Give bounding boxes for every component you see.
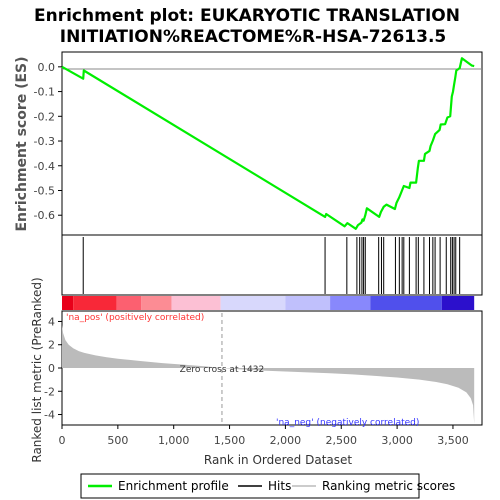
enrichment-profile-line (61, 57, 475, 230)
color-bar-segment (171, 296, 221, 310)
metric-y-tick-label: -4 (44, 409, 55, 422)
rank-x-tick-label: 3,500 (437, 434, 469, 447)
color-bar-segment (441, 296, 475, 310)
rank-x-tick-label: 1,500 (214, 434, 246, 447)
color-bar-segment (370, 296, 442, 310)
chart-title-line2: INITIATION%REACTOME%R-HSA-72613.5 (60, 27, 446, 47)
legend-label: Enrichment profile (118, 479, 229, 493)
rank-x-axis: 0 500 1,000 1,500 2,000 2,500 3,000 3,500 (59, 425, 469, 447)
es-tick-label: -0.3 (34, 135, 55, 148)
legend-label: Ranking metric scores (322, 479, 455, 493)
rank-x-tick-label: 2,000 (270, 434, 302, 447)
color-bar-segment (73, 296, 117, 310)
negative-correlation-label: 'na_neg' (negatively correlated) (276, 418, 419, 428)
positive-correlation-label: 'na_pos' (positively correlated) (66, 313, 204, 323)
es-tick-label: -0.4 (34, 160, 55, 173)
rank-x-tick-label: 1,000 (158, 434, 190, 447)
metric-y-tick-label: -2 (44, 385, 55, 398)
color-bar-segment (62, 296, 74, 310)
legend-label: Hits (268, 479, 291, 493)
metric-y-tick-label: 4 (48, 315, 55, 328)
rank-x-tick-label: 500 (107, 434, 128, 447)
es-tick-label: -0.2 (34, 110, 55, 123)
color-bar-segment (141, 296, 172, 310)
es-tick-label: 0.0 (38, 61, 56, 74)
es-axis: 0.0 -0.1 -0.2 -0.3 -0.4 -0.5 -0.6 (34, 61, 62, 222)
es-tick-label: -0.5 (34, 184, 55, 197)
hits-panel (61, 234, 483, 296)
color-bar-segment (285, 296, 331, 310)
color-bar-segment (220, 296, 286, 310)
es-panel (61, 51, 483, 236)
chart-title-line1: Enrichment plot: EUKARYOTIC TRANSLATION (34, 6, 460, 26)
es-tick-label: -0.6 (34, 209, 55, 222)
rank-x-tick-label: 0 (59, 434, 66, 447)
ranked-metric-area (62, 325, 475, 424)
rank-axis-title: Rank in Ordered Dataset (204, 453, 352, 467)
rank-x-tick-label: 2,500 (326, 434, 358, 447)
es-tick-label: -0.1 (34, 86, 55, 99)
metric-y-tick-label: 2 (48, 339, 55, 352)
legend: Enrichment profile Hits Ranking metric sco… (80, 473, 455, 499)
ranking-color-bar (62, 296, 475, 310)
color-bar-segment (330, 296, 371, 310)
rank-x-tick-label: 3,000 (381, 434, 413, 447)
metric-axis-title: Ranked list metric (PreRanked) (30, 277, 44, 462)
zero-cross-label: Zero cross at 1432 (180, 365, 265, 375)
metric-y-tick-label: 0 (48, 362, 55, 375)
color-bar-segment (116, 296, 142, 310)
es-axis-title: Enrichment score (ES) (14, 56, 30, 231)
hits-marks (82, 237, 461, 294)
metric-y-axis: 4 2 0 -2 -4 (44, 315, 62, 422)
